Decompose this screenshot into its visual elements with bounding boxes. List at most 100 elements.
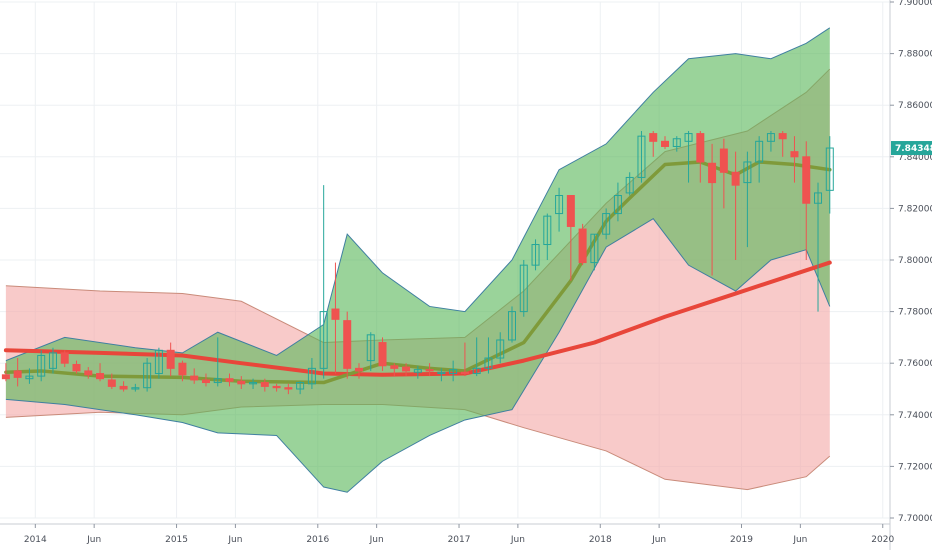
candle[interactable] <box>143 358 152 392</box>
candle[interactable] <box>790 136 799 183</box>
candle[interactable] <box>366 332 375 371</box>
candle[interactable] <box>307 358 316 389</box>
candle[interactable] <box>60 350 69 368</box>
candle[interactable] <box>449 360 458 382</box>
candle-body-down <box>402 366 411 372</box>
candle[interactable] <box>237 376 246 389</box>
candle[interactable] <box>390 363 399 377</box>
candle[interactable] <box>755 136 764 183</box>
candle[interactable] <box>602 208 611 240</box>
candle[interactable] <box>425 363 434 377</box>
candle[interactable] <box>507 306 516 343</box>
candle[interactable] <box>543 213 552 260</box>
candle[interactable] <box>719 138 728 209</box>
candle-body-down <box>166 349 175 369</box>
candle-body-up <box>543 215 552 246</box>
candle[interactable] <box>119 381 128 392</box>
candle[interactable] <box>201 373 210 387</box>
candle[interactable] <box>25 368 34 384</box>
candle[interactable] <box>72 360 81 374</box>
price-tick-label: 7.70000 <box>898 514 932 524</box>
candle[interactable] <box>649 131 658 157</box>
time-tick-label: Jun <box>369 535 384 545</box>
candle-body-up <box>37 354 46 377</box>
candle[interactable] <box>296 381 305 395</box>
candle[interactable] <box>378 337 387 371</box>
candle[interactable] <box>590 233 599 271</box>
candle[interactable] <box>284 383 293 395</box>
candle[interactable] <box>1 363 10 382</box>
candle[interactable] <box>814 182 823 312</box>
candle[interactable] <box>413 365 422 379</box>
candle[interactable] <box>13 358 22 387</box>
candle[interactable] <box>613 182 622 222</box>
candle[interactable] <box>96 363 105 382</box>
candle-body-down <box>72 363 81 372</box>
candle[interactable] <box>578 223 587 266</box>
time-tick-label: 2014 <box>24 535 47 545</box>
candle[interactable] <box>225 373 234 387</box>
candle[interactable] <box>766 131 775 152</box>
candle-body-down <box>201 379 210 384</box>
time-tick-label: 2016 <box>306 535 329 545</box>
candle[interactable] <box>190 368 199 384</box>
candle[interactable] <box>802 141 811 260</box>
candle[interactable] <box>402 363 411 377</box>
candle[interactable] <box>484 337 493 374</box>
candle[interactable] <box>178 360 187 382</box>
price-tick-label: 7.72000 <box>898 462 932 472</box>
candle[interactable] <box>696 131 705 183</box>
candle[interactable] <box>566 195 575 281</box>
candle[interactable] <box>825 136 834 214</box>
candle-body-down <box>178 362 187 376</box>
candle[interactable] <box>260 378 269 392</box>
candle-body-up <box>307 367 316 385</box>
candle[interactable] <box>166 342 175 377</box>
candle-body-up <box>825 147 834 191</box>
candle[interactable] <box>331 262 340 374</box>
candle[interactable] <box>625 172 634 196</box>
candle[interactable] <box>672 136 681 152</box>
price-tick-label: 7.76000 <box>898 359 932 369</box>
candle[interactable] <box>531 239 540 271</box>
candle-body-down <box>390 365 399 369</box>
price-tick-label: 7.80000 <box>898 256 932 266</box>
candle[interactable] <box>37 350 46 382</box>
candle-body-up <box>590 233 599 264</box>
candle[interactable] <box>519 260 528 317</box>
candle[interactable] <box>249 378 258 389</box>
candle[interactable] <box>637 131 646 183</box>
candle[interactable] <box>84 367 93 379</box>
time-tick-label: 2017 <box>448 535 471 545</box>
candle[interactable] <box>354 363 363 379</box>
candle[interactable] <box>731 151 740 260</box>
candle-body-up <box>48 352 57 369</box>
candle[interactable] <box>661 136 670 150</box>
candle[interactable] <box>154 347 163 379</box>
candle-body-down <box>661 140 670 147</box>
candle-body-up <box>672 138 681 147</box>
candle[interactable] <box>460 342 469 377</box>
candle[interactable] <box>555 187 564 232</box>
candle[interactable] <box>107 373 116 389</box>
candle[interactable] <box>496 332 505 364</box>
candle[interactable] <box>319 185 328 379</box>
candle[interactable] <box>272 383 281 392</box>
candle[interactable] <box>213 337 222 387</box>
candle[interactable] <box>343 311 352 379</box>
candle[interactable] <box>437 368 446 382</box>
candle[interactable] <box>131 383 140 392</box>
candle[interactable] <box>684 131 693 183</box>
candle-body-down <box>578 228 587 264</box>
last-price-tag: 7.84348 <box>891 141 932 156</box>
candle[interactable] <box>708 143 717 276</box>
candle[interactable] <box>778 131 787 157</box>
candle[interactable] <box>743 151 752 248</box>
candle[interactable] <box>472 337 481 377</box>
candle[interactable] <box>48 347 57 374</box>
candle-body-up <box>249 382 258 385</box>
price-tick-label: 7.90000 <box>898 0 932 8</box>
